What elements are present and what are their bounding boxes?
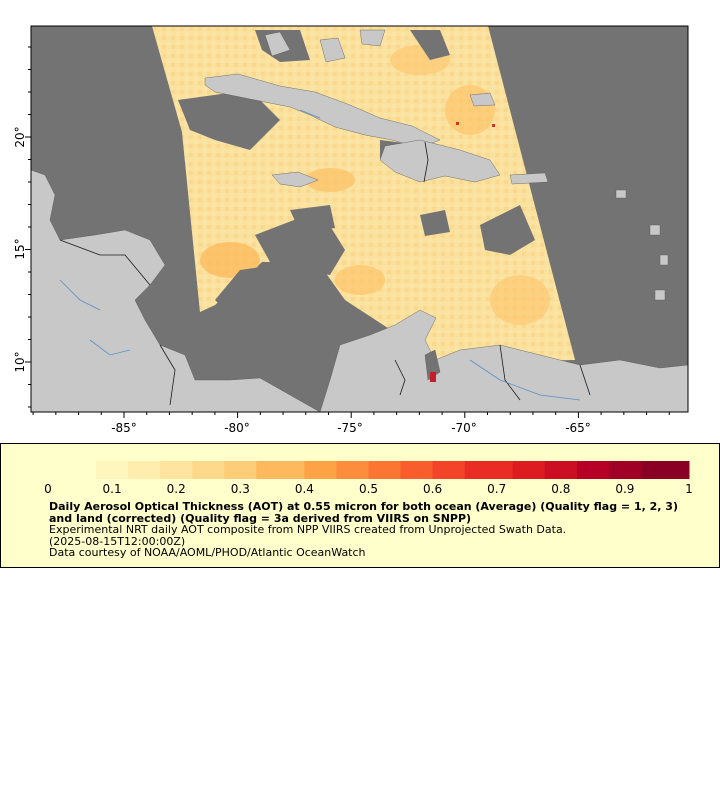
colorbar-cell bbox=[448, 461, 466, 479]
rivers bbox=[59, 109, 581, 401]
colorbar-tick-label: 0.6 bbox=[423, 482, 442, 496]
colorbar-cell bbox=[48, 461, 65, 479]
colorbar-tick-label: 0.1 bbox=[103, 482, 122, 496]
y-tick-label: 10° bbox=[13, 351, 27, 372]
colorbar-cell bbox=[432, 461, 450, 479]
colorbar-cell bbox=[224, 461, 241, 479]
country-borders bbox=[59, 141, 591, 406]
colorbar-cell bbox=[160, 461, 177, 479]
colorbar-tick-label: 0.7 bbox=[487, 482, 506, 496]
colorbar-cell bbox=[336, 461, 353, 479]
x-tick-label: -85° bbox=[111, 421, 137, 435]
colorbar-cell bbox=[112, 461, 129, 479]
legend-panel: 0 0.1 0.2 0.3 0.4 0.5 0.6 0.7 0.8 0.9 1 Daily Aero… bbox=[0, 443, 720, 568]
south-america-land bbox=[319, 309, 688, 412]
colorbar-cell bbox=[624, 461, 642, 479]
colorbar-cell bbox=[208, 461, 225, 479]
cuba-land bbox=[204, 73, 441, 149]
colorbar-cell bbox=[240, 461, 257, 479]
y-axis-labels: 20° 15° 10° bbox=[13, 126, 27, 372]
colorbar-cell bbox=[512, 461, 530, 479]
maracaibo-lake bbox=[424, 349, 441, 381]
colorbar-tick-label: 0.3 bbox=[231, 482, 250, 496]
colorbar-cell bbox=[64, 461, 81, 479]
colorbar-cell bbox=[464, 461, 482, 479]
colorbar-cell bbox=[672, 461, 690, 479]
colorbar-cell bbox=[400, 461, 418, 479]
colorbar-cell bbox=[80, 461, 97, 479]
high-aot-patch bbox=[430, 372, 436, 382]
x-tick-label: -70° bbox=[451, 421, 477, 435]
colorbar-ticks: 0 0.1 0.2 0.3 0.4 0.5 0.6 0.7 0.8 0.9 1 bbox=[44, 482, 693, 496]
colorbar-cell bbox=[256, 461, 273, 479]
aot-map: -85° -80° -75° -70° -65° 20° 15° 10° bbox=[13, 25, 689, 435]
colorbar-tick-label: 0.9 bbox=[615, 482, 634, 496]
puerto-rico-land bbox=[509, 172, 549, 185]
colorbar-cell bbox=[128, 461, 145, 479]
colorbar-cell bbox=[592, 461, 610, 479]
colorbar-cell bbox=[320, 461, 337, 479]
jamaica-land bbox=[271, 171, 319, 188]
land-masses bbox=[31, 29, 688, 412]
colorbar-cell bbox=[640, 461, 658, 479]
colorbar-tick-label: 0.5 bbox=[359, 482, 378, 496]
colorbar-cell bbox=[272, 461, 289, 479]
colorbar-cell bbox=[368, 461, 386, 479]
colorbar-cells bbox=[48, 461, 690, 479]
legend-line-2: (2025-08-15T12:00:00Z) bbox=[49, 534, 186, 548]
colorbar-cell bbox=[192, 461, 209, 479]
colorbar-cell bbox=[96, 461, 113, 479]
axis-ticks bbox=[25, 46, 670, 418]
map-frame bbox=[30, 25, 689, 413]
colorbar-cell bbox=[576, 461, 594, 479]
x-tick-label: -80° bbox=[224, 421, 250, 435]
x-axis-labels: -85° -80° -75° -70° -65° bbox=[111, 421, 591, 435]
hispaniola-land bbox=[379, 139, 501, 183]
legend-title: Daily Aerosol Optical Thickness (AOT) at… bbox=[49, 500, 678, 525]
colorbar-cell bbox=[656, 461, 674, 479]
colorbar-cell bbox=[480, 461, 498, 479]
colorbar-cell bbox=[352, 461, 369, 479]
colorbar-cell bbox=[304, 461, 321, 479]
bahamas-land bbox=[264, 31, 291, 57]
colorbar-cell bbox=[528, 461, 546, 479]
colorbar-cell bbox=[496, 461, 514, 479]
legend-line-1: Experimental NRT daily AOT composite fro… bbox=[49, 523, 567, 536]
colorbar-tick-label: 1 bbox=[685, 482, 693, 496]
colorbar-cell bbox=[176, 461, 193, 479]
colorbar-cell bbox=[416, 461, 434, 479]
colorbar-tick-label: 0.4 bbox=[295, 482, 314, 496]
colorbar-cell bbox=[288, 461, 305, 479]
aot-data-swath bbox=[152, 26, 575, 362]
y-tick-label: 15° bbox=[13, 238, 27, 259]
x-tick-label: -75° bbox=[337, 421, 363, 435]
colorbar-cell bbox=[544, 461, 562, 479]
colorbar-tick-label: 0.8 bbox=[551, 482, 570, 496]
colorbar-cell bbox=[384, 461, 402, 479]
x-tick-label: -65° bbox=[565, 421, 591, 435]
legend-text: Daily Aerosol Optical Thickness (AOT) at… bbox=[49, 501, 689, 559]
colorbar-tick-label: 0.2 bbox=[167, 482, 186, 496]
colorbar: 0 0.1 0.2 0.3 0.4 0.5 0.6 0.7 0.8 0.9 1 bbox=[44, 461, 693, 496]
colorbar-cell bbox=[608, 461, 626, 479]
legend-line-3: Data courtesy of NOAA/AOML/PHOD/Atlantic… bbox=[49, 546, 366, 559]
colorbar-cell bbox=[144, 461, 161, 479]
colorbar-tick-label: 0 bbox=[44, 482, 52, 496]
colorbar-cell bbox=[560, 461, 578, 479]
y-tick-label: 20° bbox=[13, 126, 27, 147]
central-america-land bbox=[31, 169, 321, 412]
